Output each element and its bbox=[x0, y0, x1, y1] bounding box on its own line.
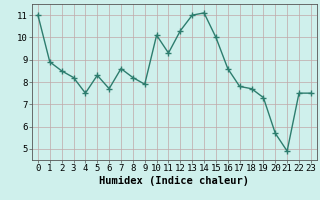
X-axis label: Humidex (Indice chaleur): Humidex (Indice chaleur) bbox=[100, 176, 249, 186]
